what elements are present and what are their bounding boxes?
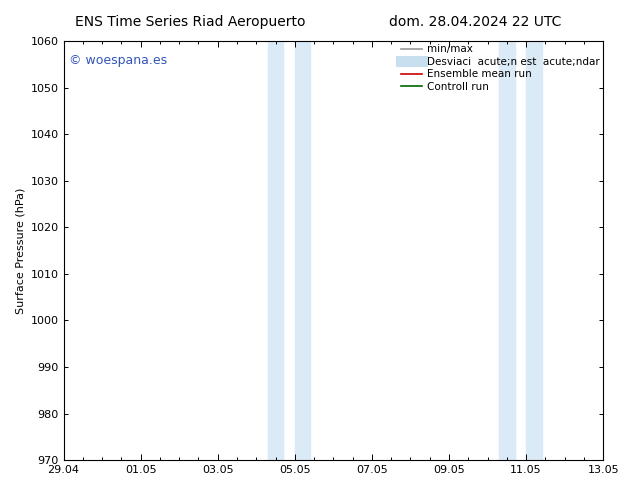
Text: © woespana.es: © woespana.es: [69, 53, 167, 67]
Legend: min/max, Desviaci  acute;n est  acute;ndar, Ensemble mean run, Controll run: min/max, Desviaci acute;n est acute;ndar…: [401, 44, 600, 92]
Text: dom. 28.04.2024 22 UTC: dom. 28.04.2024 22 UTC: [389, 15, 562, 29]
Bar: [499, 41, 515, 460]
Bar: [268, 41, 283, 460]
Y-axis label: Surface Pressure (hPa): Surface Pressure (hPa): [15, 187, 25, 314]
Bar: [526, 41, 541, 460]
Bar: [295, 41, 310, 460]
Text: ENS Time Series Riad Aeropuerto: ENS Time Series Riad Aeropuerto: [75, 15, 306, 29]
